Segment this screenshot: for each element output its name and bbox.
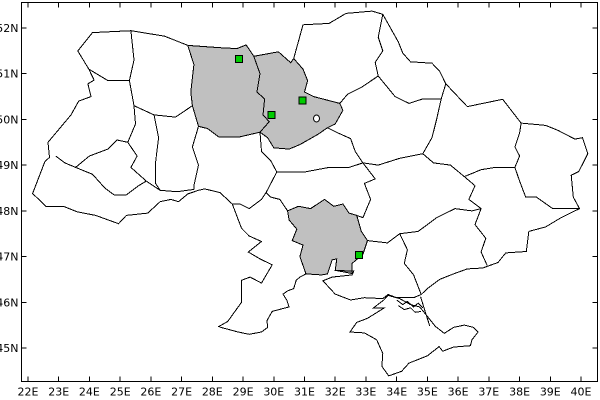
oblast-border-11 [191, 105, 200, 190]
oblast-border-1 [128, 30, 135, 81]
x-tick-label: 40E [571, 386, 592, 399]
x-tick-label: 36E [448, 386, 469, 399]
x-tick-label: 34E [386, 386, 407, 399]
oblast-border-34 [463, 176, 482, 209]
oblast-border-16 [293, 58, 340, 104]
site-marker-2 [298, 96, 307, 105]
x-tick-label: 38E [509, 386, 530, 399]
oblast-border-18 [259, 127, 328, 150]
oblast-border-2 [88, 68, 130, 82]
x-tick-label: 33E [355, 386, 376, 399]
crimea-outline [349, 294, 479, 377]
oblast-border-28 [287, 198, 357, 216]
oblast-border-5 [127, 105, 147, 182]
oblast-border-13 [253, 56, 270, 133]
y-tick-label: 46N [0, 296, 19, 309]
x-tick-label: 25E [110, 386, 131, 399]
oblast-border-26 [356, 162, 376, 219]
oblast-border-31 [367, 208, 482, 244]
oblast-border-14 [232, 192, 267, 210]
x-tick-label: 39E [540, 386, 561, 399]
axes-box [21, 2, 598, 382]
x-tick-label: 27E [171, 386, 192, 399]
oblast-border-30 [351, 215, 369, 274]
country-outline [32, 10, 589, 335]
x-tick-label: 29E [233, 386, 254, 399]
reservoir-hole [313, 114, 320, 123]
x-tick-label: 30E [263, 386, 284, 399]
oblast-border-37 [514, 167, 580, 210]
x-tick-label: 31E [294, 386, 315, 399]
oblast-border-35 [474, 208, 488, 266]
oblast-border-4 [187, 45, 195, 106]
sivash-line-2 [397, 305, 422, 313]
oblast-border-23 [276, 162, 364, 173]
oblast-border-25 [422, 98, 442, 154]
x-tick-label: 28E [202, 386, 223, 399]
y-tick-label: 50N [0, 113, 19, 126]
sivash-line-1 [396, 299, 424, 309]
y-tick-label: 52N [0, 22, 19, 35]
oblast-border-15 [259, 132, 278, 193]
x-tick-label: 23E [48, 386, 69, 399]
oblast-border-17 [327, 103, 344, 129]
y-tick-label: 49N [0, 159, 19, 172]
y-tick-label: 45N [0, 342, 19, 355]
arabat-spit-line [420, 296, 431, 327]
x-tick-label: 37E [478, 386, 499, 399]
x-tick-label: 35E [417, 386, 438, 399]
y-tick-label: 47N [0, 251, 19, 264]
site-marker-3 [267, 110, 276, 119]
y-tick-label: 48N [0, 205, 19, 218]
x-tick-label: 22E [18, 386, 39, 399]
oblast-border-19 [374, 14, 384, 77]
oblast-border-24 [362, 153, 423, 166]
oblast-border-9 [153, 114, 161, 191]
x-tick-label: 32E [325, 386, 346, 399]
y-tick-label: 51N [0, 68, 19, 81]
oblast-border-12 [198, 125, 261, 138]
site-marker-1 [234, 55, 243, 64]
oblast-border-29 [287, 210, 307, 275]
oblast-border-21 [377, 75, 447, 104]
x-tick-label: 26E [140, 386, 161, 399]
oblast-border-7 [75, 166, 115, 196]
oblast-border-32 [399, 233, 422, 295]
oblast-border-20 [339, 75, 379, 104]
site-marker-4 [354, 251, 363, 260]
x-tick-label: 24E [79, 386, 100, 399]
oblast-border-27 [265, 192, 289, 212]
oblast-border-8 [114, 180, 147, 196]
oblast-border-6 [55, 139, 128, 168]
oblast-border-22 [327, 127, 364, 164]
oblast-border-10 [146, 180, 194, 193]
oblast-border-36 [514, 123, 522, 168]
